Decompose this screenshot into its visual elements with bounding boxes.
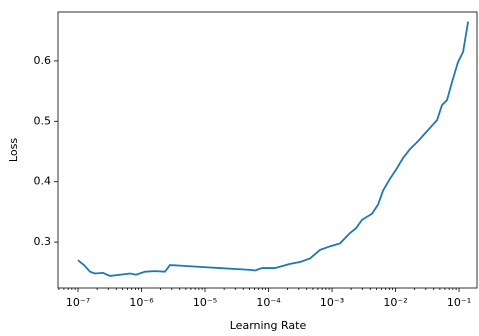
x-tick-label: 10⁻² [383,296,407,309]
y-axis-label: Loss [7,138,20,162]
x-tick-label: 10⁻⁵ [193,296,217,309]
x-axis-label: Learning Rate [230,319,307,332]
x-tick-label: 10⁻¹ [447,296,471,309]
y-tick-label: 0.6 [34,54,52,67]
loss-line [77,21,469,277]
y-tick-label: 0.3 [34,235,52,248]
x-tick-label: 10⁻⁷ [66,296,90,309]
x-tick-label: 10⁻⁴ [256,296,281,309]
y-tick-label: 0.4 [34,175,52,188]
plot-frame [57,11,478,289]
y-tick-label: 0.5 [34,114,52,127]
x-tick-label: 10⁻⁶ [129,296,154,309]
x-tick-label: 10⁻³ [320,296,344,309]
